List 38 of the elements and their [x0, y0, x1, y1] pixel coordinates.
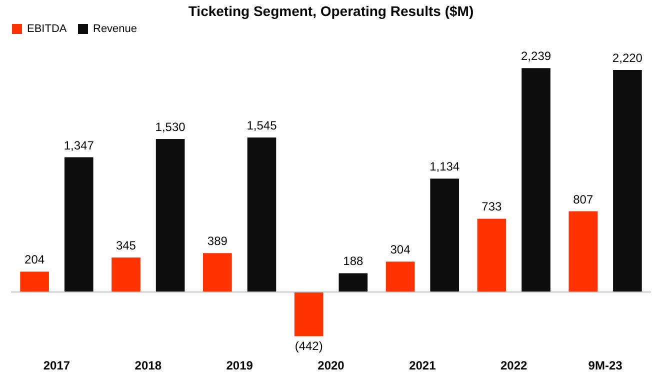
data-label: 2,220	[612, 51, 643, 65]
x-tick-label: 2018	[134, 358, 162, 372]
x-tick-label: 2020	[318, 358, 345, 372]
data-label: 1,530	[155, 120, 186, 134]
data-label: 807	[573, 192, 594, 206]
bar	[203, 253, 232, 292]
data-label: 2,239	[521, 49, 552, 64]
data-label: 345	[116, 238, 136, 252]
data-label: 1,134	[430, 160, 460, 174]
x-tick-label: 2019	[226, 358, 254, 372]
bar	[338, 273, 368, 292]
x-tick-label: 2021	[409, 358, 436, 372]
bar	[64, 157, 94, 292]
data-label: 304	[390, 242, 411, 257]
bar	[430, 178, 459, 292]
data-label: 204	[24, 252, 45, 267]
data-label: 1,545	[246, 118, 278, 132]
chart-title: Ticketing Segment, Operating Results ($M)	[188, 3, 474, 19]
bar	[294, 292, 324, 336]
bar	[112, 258, 140, 292]
bar	[522, 68, 550, 292]
bar	[386, 262, 415, 292]
bar	[20, 272, 49, 292]
legend-label: EBITDA	[27, 23, 68, 35]
bar	[568, 211, 598, 292]
data-label: (442)	[294, 339, 323, 354]
bar	[477, 218, 506, 292]
x-tick-label: 2017	[43, 358, 70, 372]
data-label: 733	[482, 200, 502, 214]
bar	[613, 70, 642, 292]
legend-label: Revenue	[93, 23, 138, 35]
data-label: 389	[207, 234, 228, 248]
bar	[247, 138, 276, 292]
data-label: 1,347	[64, 138, 94, 152]
bar	[156, 139, 185, 292]
x-tick-label: 2022	[500, 358, 528, 372]
x-tick-label: 9M-23	[588, 358, 623, 372]
data-label: 188	[343, 254, 364, 268]
